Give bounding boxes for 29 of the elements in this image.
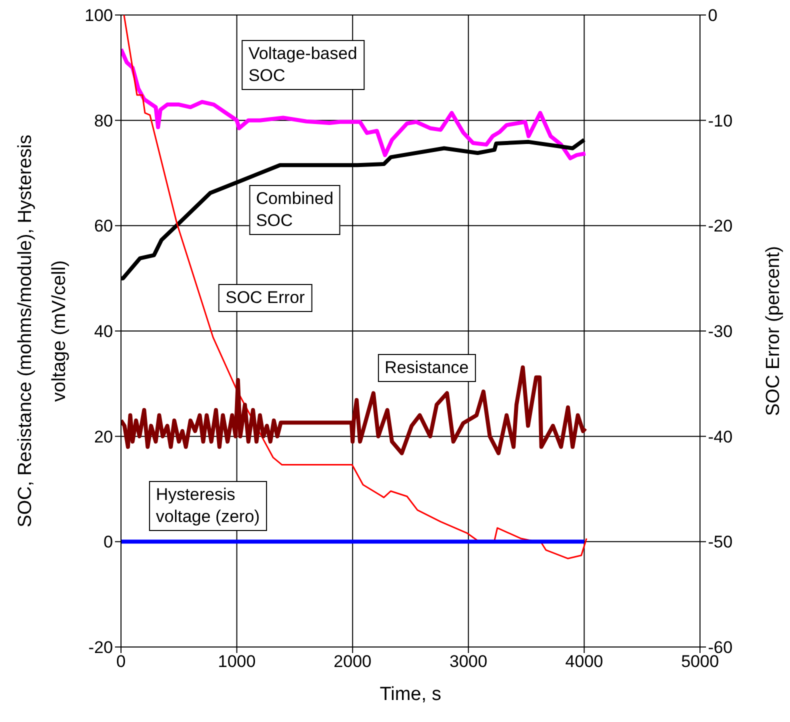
y2-tick-label: -10 [708,111,733,130]
x-tick-label: 0 [116,652,126,672]
text: Voltage-based SOC [241,40,364,90]
y2-axis-title: SOC Error (percent) [763,246,784,416]
x-axis-title: Time, s [380,684,442,705]
y-axis-title: SOC, Resistance (mohms/module), Hysteresis voltage (mV/cell) [15,134,70,528]
x-tick-label: 1000 [218,652,256,672]
y-tick-label: 20 [94,427,113,446]
y2-tick-label: -50 [708,532,733,552]
x-tick-label: 3000 [449,652,488,672]
x-tick-label: 4000 [565,652,604,672]
y-tick-label: 40 [94,322,113,342]
y2-tick-label: 0 [708,6,718,26]
line-series [123,15,588,560]
y-tick-label: -20 [88,638,113,658]
y2-tick-label: -20 [708,216,733,236]
y2-tick-label: -40 [708,427,733,446]
y-tick-label: 100 [84,6,113,26]
series-label: Resistance [378,354,476,382]
series-label: Hysteresis voltage (zero) [148,481,267,532]
y-tick-label: 80 [94,111,113,130]
line-series [121,47,588,160]
x-tick-label: 5000 [681,652,719,672]
y-tick-label: 60 [94,216,113,236]
series-label: Combined SOC [248,184,340,235]
series-label: SOC Error [218,284,312,312]
x-tick-label: 2000 [334,652,372,672]
y-tick-label: 0 [104,532,113,552]
y2-tick-label: -30 [708,322,733,342]
